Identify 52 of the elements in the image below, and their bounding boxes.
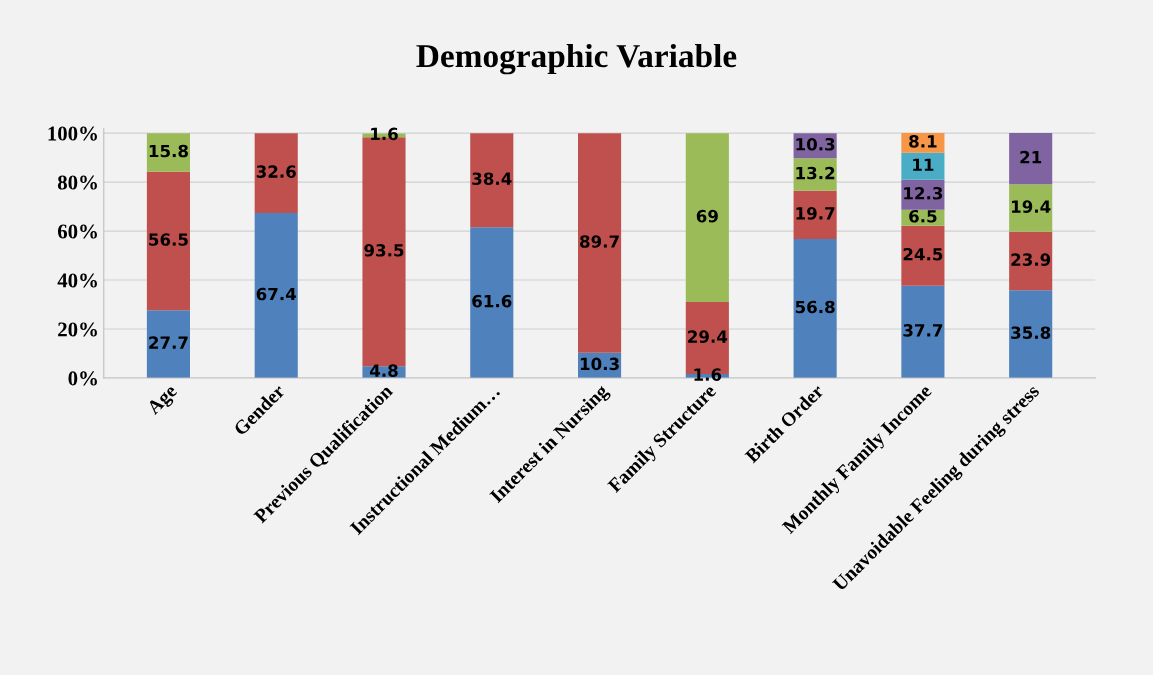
y-tick-label: 80% xyxy=(57,175,97,190)
data-label: 11 xyxy=(913,158,934,171)
data-label: 6.5 xyxy=(909,209,937,223)
data-label: 67.4 xyxy=(256,287,297,301)
bar xyxy=(470,227,514,378)
bar xyxy=(146,171,190,311)
bar xyxy=(685,133,729,303)
bar xyxy=(1009,290,1053,378)
bar xyxy=(793,190,837,239)
data-label: 10.3 xyxy=(580,357,619,371)
data-label: 4.8 xyxy=(369,364,398,377)
data-label: 24.5 xyxy=(903,247,943,261)
bar xyxy=(254,212,298,378)
bar xyxy=(1009,132,1053,185)
data-label: 32.6 xyxy=(256,165,296,178)
data-label: 21 xyxy=(1020,150,1042,164)
bar xyxy=(901,152,945,180)
bar xyxy=(578,133,622,353)
data-label: 12.3 xyxy=(904,186,943,200)
bar xyxy=(901,225,945,286)
y-tick-label: 20% xyxy=(58,322,97,337)
bar xyxy=(793,238,837,378)
y-tick-label: 40% xyxy=(57,273,97,288)
data-label: 93.5 xyxy=(364,244,404,257)
data-label: 10.3 xyxy=(796,137,835,151)
data-label: 37.7 xyxy=(903,324,943,337)
data-label: 69 xyxy=(696,209,718,223)
bar xyxy=(254,133,298,213)
data-label: 27.7 xyxy=(149,336,188,349)
bar xyxy=(1009,231,1053,291)
data-label: 56.5 xyxy=(149,233,188,246)
chart-title: Demographic Variable xyxy=(416,43,737,75)
data-label: 13.2 xyxy=(796,166,835,180)
data-label: 29.4 xyxy=(688,330,728,343)
y-tick-label: 100% xyxy=(48,126,97,141)
bar xyxy=(901,285,945,378)
data-label: 38.4 xyxy=(472,172,512,185)
bar xyxy=(470,133,514,228)
data-label: 8.1 xyxy=(909,135,937,148)
y-tick-label: 60% xyxy=(57,224,97,239)
data-label: 23.9 xyxy=(1011,253,1051,266)
data-label: 19.4 xyxy=(1012,200,1051,213)
data-label: 19.7 xyxy=(796,207,835,220)
data-label: 35.8 xyxy=(1011,326,1051,340)
data-label: 89.7 xyxy=(580,235,619,248)
y-tick-label: 0% xyxy=(68,371,97,386)
data-label: 61.6 xyxy=(472,294,512,308)
data-label: 15.8 xyxy=(149,144,188,158)
x-tick-label: Age xyxy=(146,383,181,419)
bar xyxy=(1009,184,1053,232)
data-label: 56.8 xyxy=(795,300,835,314)
bar xyxy=(146,310,190,378)
